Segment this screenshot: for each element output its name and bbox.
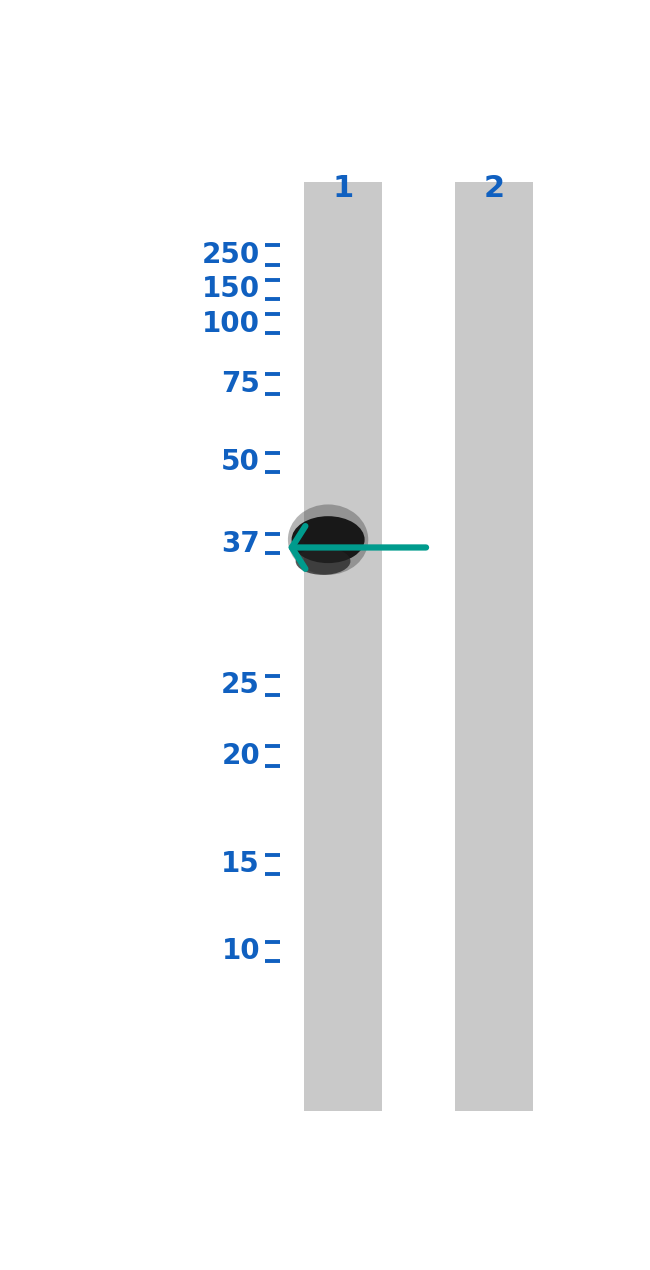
Text: 250: 250 — [202, 241, 260, 269]
Text: 50: 50 — [221, 448, 260, 476]
Ellipse shape — [292, 516, 365, 563]
Text: 37: 37 — [222, 530, 260, 558]
Text: 15: 15 — [222, 851, 260, 879]
Text: 150: 150 — [202, 276, 260, 304]
Text: 1: 1 — [333, 174, 354, 203]
Ellipse shape — [296, 547, 350, 575]
Bar — [304, 182, 382, 1111]
Text: 2: 2 — [484, 174, 505, 203]
Ellipse shape — [288, 504, 369, 575]
Text: 100: 100 — [202, 310, 260, 338]
Text: 75: 75 — [221, 370, 260, 399]
Text: 25: 25 — [221, 672, 260, 700]
Text: 20: 20 — [222, 742, 260, 770]
Bar — [455, 182, 534, 1111]
Text: 10: 10 — [222, 937, 260, 965]
